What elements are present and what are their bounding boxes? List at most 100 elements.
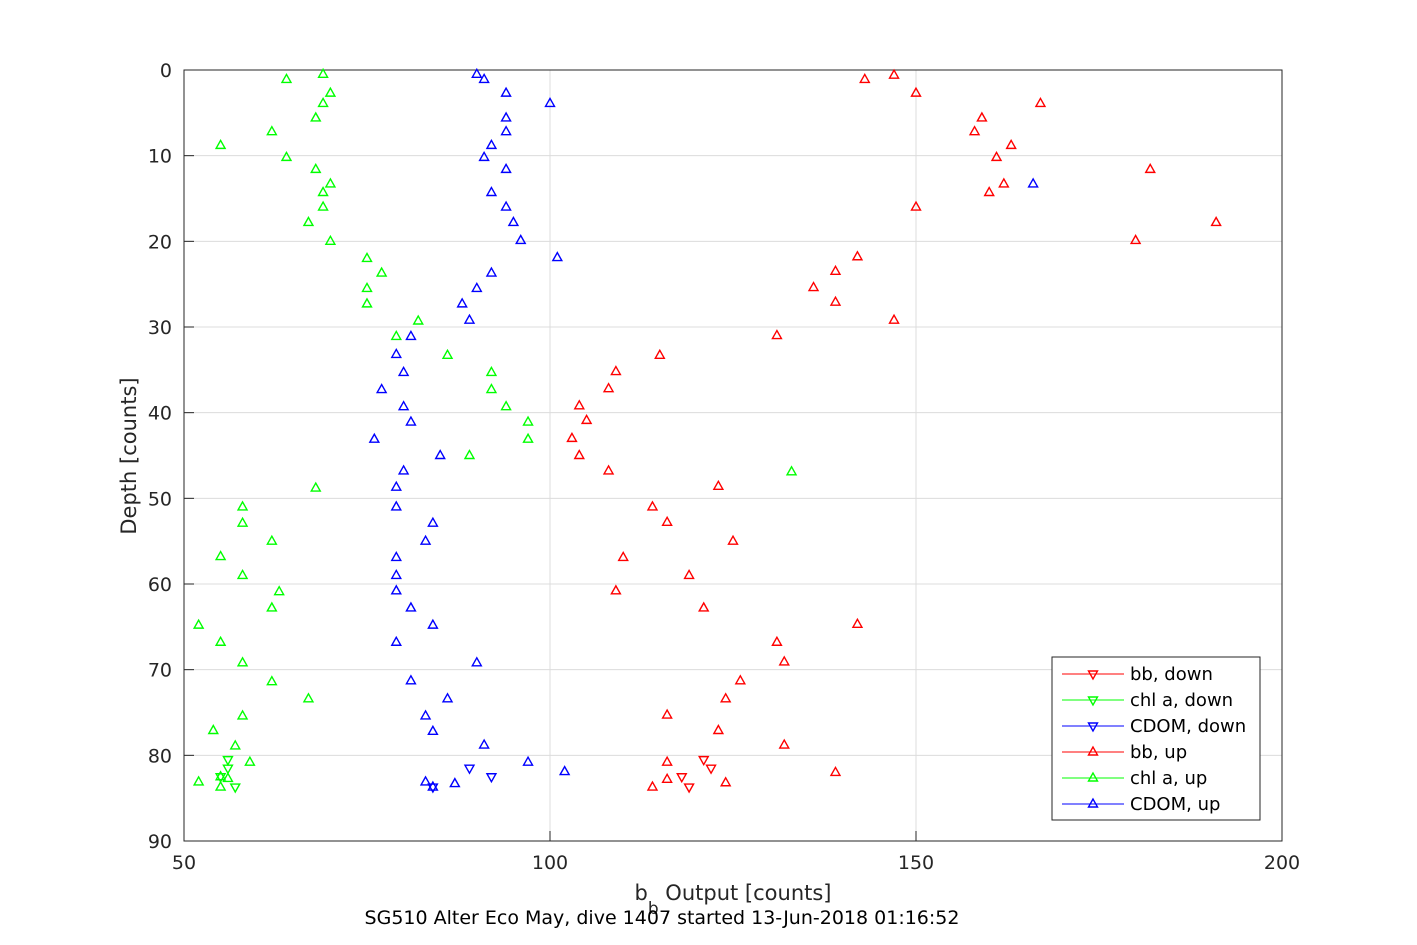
data-point: [324, 177, 337, 188]
x-axis-label: bb Output [counts]: [634, 881, 831, 919]
data-point: [427, 783, 439, 794]
data-point: [419, 709, 432, 720]
data-point: [661, 515, 673, 527]
data-point: [485, 186, 498, 197]
axis-ticks: 50 100 150 200 0 10 20 30 40 50 60 70 80 90: [148, 60, 1300, 874]
data-point: [375, 266, 388, 277]
legend-marker: [1087, 771, 1099, 782]
data-point: [1027, 177, 1039, 188]
data-point: [698, 601, 710, 612]
data-point: [551, 251, 564, 262]
data-point: [705, 764, 717, 775]
data-point: [734, 674, 747, 685]
data-point: [214, 770, 227, 781]
data-point: [573, 449, 585, 460]
legend-label: CDOM, down: [1130, 716, 1246, 737]
y-tick-label: 80: [148, 745, 172, 767]
data-point: [485, 383, 498, 394]
legend-label: chl a, up: [1130, 768, 1207, 789]
data-point: [500, 86, 512, 97]
data-point: [1129, 234, 1142, 245]
legend-label: chl a, down: [1130, 690, 1233, 711]
data-point: [471, 282, 483, 293]
data-point: [727, 534, 739, 545]
data-point: [888, 68, 900, 79]
data-point: [478, 72, 490, 84]
y-tick-label: 10: [148, 146, 172, 168]
data-point: [558, 765, 571, 776]
data-point: [463, 313, 476, 324]
data-point: [324, 234, 337, 246]
data-point: [419, 775, 432, 786]
data-point: [463, 764, 476, 775]
data-point: [983, 186, 995, 197]
plot-frame: [183, 69, 1283, 842]
data-point: [361, 252, 373, 263]
data-point: [646, 780, 659, 791]
data-point: [829, 295, 842, 306]
data-point: [214, 780, 227, 791]
data-point: [236, 516, 249, 527]
data-point: [236, 656, 249, 667]
data-point: [1210, 216, 1222, 227]
data-point: [229, 783, 241, 794]
data-point: [412, 314, 424, 325]
data-point: [266, 125, 278, 136]
data-point: [522, 755, 534, 766]
data-point: [778, 655, 790, 666]
legend-box: [1051, 656, 1261, 821]
data-point: [507, 216, 520, 227]
data-point: [610, 365, 622, 376]
data-point: [427, 516, 439, 527]
data-point: [990, 150, 1003, 162]
data-point: [654, 348, 666, 359]
y-tick-label: 50: [148, 488, 172, 510]
data-point: [214, 635, 227, 646]
data-point: [229, 739, 241, 750]
data-point: [778, 738, 790, 749]
y-tick-label: 0: [160, 60, 172, 82]
y-tick-label: 60: [148, 574, 172, 596]
data-point: [405, 329, 417, 341]
data-point: [214, 773, 227, 784]
data-point: [910, 86, 922, 97]
data-point: [456, 297, 468, 308]
data-point: [236, 500, 249, 511]
data-point: [222, 755, 234, 767]
data-point: [829, 264, 842, 276]
data-point: [976, 111, 988, 122]
data-point: [683, 783, 695, 794]
data-point: [390, 569, 402, 580]
legend-label: bb, up: [1130, 742, 1187, 763]
data-point: [405, 674, 417, 685]
data-point: [807, 281, 820, 292]
data-point: [317, 200, 329, 211]
data-point: [719, 692, 732, 703]
y-tick-label: 40: [148, 403, 172, 425]
data-point: [427, 780, 439, 791]
data-point: [207, 724, 219, 735]
data-point: [419, 534, 432, 545]
x-tick-label: 150: [898, 852, 934, 874]
x-tick-label: 50: [172, 852, 196, 874]
data-point: [968, 125, 981, 136]
data-point: [427, 618, 439, 629]
data-point: [441, 692, 454, 703]
data-point: [859, 72, 871, 84]
data-point: [222, 772, 234, 783]
data-point: [646, 500, 659, 511]
data-point: [661, 772, 673, 784]
data-point: [771, 329, 783, 340]
series-4-markers: [192, 67, 798, 791]
data-point: [390, 500, 402, 511]
data-point: [478, 150, 490, 162]
data-point: [566, 431, 578, 443]
legend-marker: [1087, 696, 1099, 707]
series-5-markers: [368, 67, 1039, 791]
data-point: [214, 550, 227, 561]
data-point: [1005, 138, 1017, 150]
data-point: [390, 480, 402, 491]
data-point: [515, 234, 527, 245]
data-point: [1144, 162, 1156, 174]
